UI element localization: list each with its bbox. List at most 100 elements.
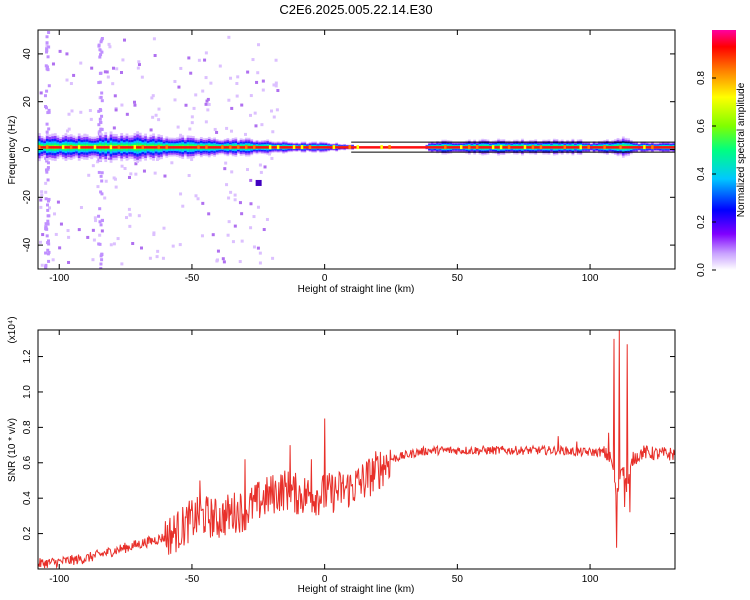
noise-cell [91,228,95,232]
streak-cell [45,234,49,238]
streak-cell [46,241,50,245]
noise-cell [56,200,60,204]
streak-cell [47,30,51,34]
streak-cell [100,99,104,103]
noise-cell [223,167,227,171]
noise-cell [274,84,278,88]
noise-cell [227,35,231,39]
noise-cell [65,52,69,56]
x-tick-label: 0 [322,273,328,284]
streak-cell [44,265,48,269]
noise-cell [227,220,231,224]
streak-cell [100,218,104,222]
streak-cell [44,197,48,201]
band-peak-cell [388,145,391,150]
noise-cell [131,242,135,246]
x-tick-label: -50 [185,574,200,585]
streak-cell [100,114,104,118]
noise-cell [229,76,233,80]
streak-cell [100,258,104,262]
streak-cell [45,47,49,51]
noise-cell [181,204,185,208]
noise-cell [260,123,264,127]
noise-cell [204,76,208,80]
streak-cell [98,207,102,211]
noise-cell [216,249,220,253]
noise-cell [151,115,155,119]
noise-cell [125,112,129,116]
streak-cell [99,266,103,269]
streak-cell [44,156,48,160]
noise-cell [139,246,143,250]
noise-cell [272,115,276,119]
noise-cell [221,257,225,261]
band-peak-cell [268,145,272,150]
streak-cell [97,109,101,113]
noise-cell [192,106,196,110]
noise-cell [69,82,73,86]
noise-cell [44,181,48,185]
streak-cell [99,262,103,266]
streak-cell [100,252,104,256]
noise-cell [40,193,44,197]
noise-cell [40,190,44,194]
band-peak-cell [587,145,590,150]
streak-cell [46,166,50,170]
noise-cell [67,260,71,264]
streak-cell [99,223,103,227]
noise-cell [249,94,253,98]
band-peak-cell [93,145,97,150]
streak-cell [46,203,50,207]
noise-cell [235,94,239,98]
x-tick-label: 50 [452,574,464,585]
noise-cell [249,202,253,206]
colorbar-tick-label: 0.0 [696,263,707,277]
noise-cell [206,97,210,101]
noise-cell [256,246,260,250]
streak-cell [46,248,50,252]
noise-cell [103,196,107,200]
band-peak-cell [531,145,535,150]
noise-cell [249,226,253,230]
noise-cell [253,111,257,115]
noise-cell [66,229,70,233]
noise-cell [90,66,94,70]
noise-cell [113,94,117,98]
noise-cell [86,235,90,239]
noise-cell [261,79,265,83]
noise-cell [58,49,62,53]
noise-cell [240,103,244,107]
noise-cell [66,129,70,133]
noise-cell [249,178,253,182]
x-tick-label: 50 [452,273,464,284]
streak-cell [44,222,48,226]
noise-cell [77,228,81,232]
streak-cell [99,108,103,112]
x-tick-label: 0 [322,574,328,585]
noise-cell [44,190,48,194]
noise-cell [201,89,205,93]
noise-cell [179,192,183,196]
x-tick-label: 100 [582,273,599,284]
noise-cell [244,132,248,136]
streak-cell [47,250,51,254]
snr-x-ticks: -100 -50 0 50 100 [49,330,599,585]
noise-cell [254,124,258,128]
noise-cell [153,54,157,58]
noise-cell [246,70,250,74]
noise-cell [79,61,83,65]
noise-cell [125,216,129,220]
band-peak-cell [133,145,137,150]
streak-cell [43,94,47,98]
noise-cell [129,172,133,176]
noise-cell [173,98,177,102]
noise-cell [106,75,110,79]
noise-cell [206,108,210,112]
noise-cell [152,37,156,41]
band-peak-cell [499,145,503,150]
noise-cell [91,164,95,168]
snr-plot-area [38,330,675,569]
noise-cell [252,245,256,249]
streak-cell [46,219,50,223]
y-tick-label: 0.6 [22,455,33,469]
